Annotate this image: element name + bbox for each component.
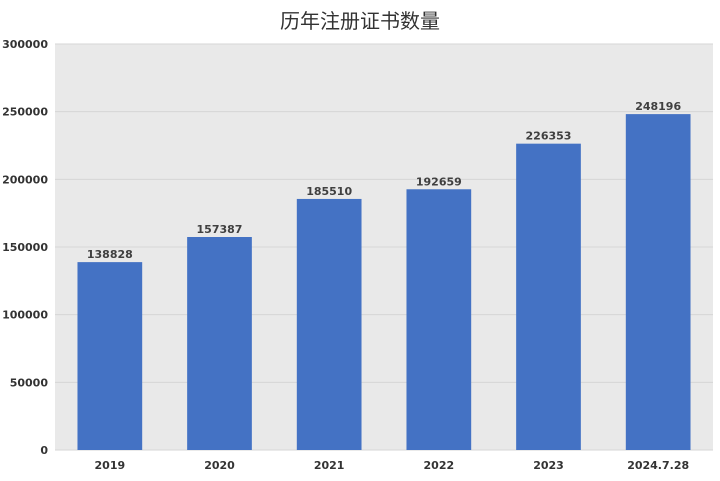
data-label: 226353 xyxy=(526,130,572,143)
y-tick-label: 300000 xyxy=(2,38,48,51)
bar-2023 xyxy=(516,143,581,450)
data-label: 185510 xyxy=(306,185,352,198)
x-tick-label: 2024.7.28 xyxy=(627,459,689,472)
bar-2022 xyxy=(406,189,472,450)
bar-2021 xyxy=(296,198,362,450)
y-tick-label: 150000 xyxy=(2,241,48,254)
x-tick-label: 2022 xyxy=(424,459,455,472)
bar-2020 xyxy=(187,237,252,450)
x-tick-label: 2019 xyxy=(95,459,126,472)
y-tick-label: 0 xyxy=(40,444,48,457)
gridlines xyxy=(55,43,713,451)
x-tick-label: 2021 xyxy=(314,459,345,472)
y-tick-label: 200000 xyxy=(2,173,48,186)
data-label: 248196 xyxy=(635,100,681,113)
bars xyxy=(77,114,691,450)
y-tick-label: 50000 xyxy=(10,376,49,389)
data-label: 192659 xyxy=(416,175,462,188)
data-label: 157387 xyxy=(197,223,243,236)
chart-title: 历年注册证书数量 xyxy=(280,9,440,33)
y-tick-label: 250000 xyxy=(2,106,48,119)
data-labels: 138828 157387 185510 192659 226353 248196 xyxy=(87,100,682,261)
x-axis-ticks: 2019 2020 2021 2022 2023 2024.7.28 xyxy=(95,459,690,472)
bar-2019 xyxy=(77,262,143,450)
y-axis-ticks: 0 50000 100000 150000 200000 250000 300000 xyxy=(2,38,48,457)
bar-2024.7.28 xyxy=(625,114,691,450)
x-tick-label: 2020 xyxy=(204,459,235,472)
y-tick-label: 100000 xyxy=(2,309,48,322)
x-tick-label: 2023 xyxy=(533,459,564,472)
data-label: 138828 xyxy=(87,248,133,261)
